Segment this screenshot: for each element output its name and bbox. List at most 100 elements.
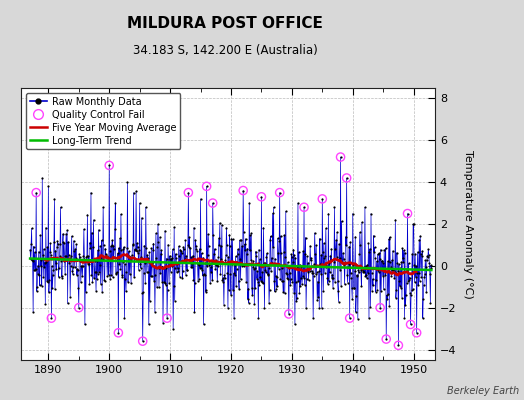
Point [140,260,149,266]
Point [248,292,256,298]
Point [251,285,259,291]
Point [227,292,235,298]
Point [202,183,211,190]
Point [306,242,314,249]
Point [30,266,38,273]
Point [79,262,87,269]
Point [207,269,215,275]
Point [394,342,402,348]
Point [196,264,204,271]
Point [252,252,260,259]
Point [137,215,146,221]
Point [141,279,149,286]
Point [261,267,270,273]
Point [121,261,129,267]
Point [248,264,257,271]
Point [332,254,341,260]
Point [187,254,195,260]
Point [188,261,196,267]
Point [50,196,59,202]
Point [104,255,113,262]
Point [41,259,49,266]
Point [195,246,204,252]
Point [244,285,253,292]
Point [80,226,88,232]
Point [145,321,153,328]
Point [390,275,399,281]
Point [194,262,203,268]
Point [356,229,364,236]
Point [310,272,318,279]
Point [38,282,46,289]
Point [420,274,429,280]
Point [322,263,331,270]
Point [421,257,430,264]
Point [231,262,239,268]
Point [124,279,132,285]
Point [359,267,367,274]
Point [176,246,184,253]
Point [174,243,183,249]
Point [231,272,239,278]
Point [83,253,91,260]
Point [72,272,81,278]
Point [120,244,128,250]
Point [275,238,283,244]
Point [131,246,139,252]
Point [75,250,83,257]
Point [268,210,277,217]
Point [149,240,158,247]
Point [368,288,376,294]
Point [83,212,92,218]
Point [204,242,213,249]
Point [114,330,123,336]
Point [211,266,220,272]
Point [120,315,128,321]
Point [192,246,201,253]
Point [182,272,190,278]
Point [381,245,390,252]
Point [205,262,213,268]
Point [223,241,231,248]
Point [205,261,214,267]
Point [304,277,313,284]
Point [285,311,293,317]
Point [28,258,37,264]
Point [325,278,333,284]
Point [255,246,263,253]
Point [69,271,77,277]
Point [362,263,370,269]
Point [90,275,98,281]
Point [184,190,192,196]
Point [260,304,269,311]
Point [412,330,421,336]
Point [168,263,176,270]
Point [384,291,392,298]
Point [305,268,314,274]
Point [234,278,243,284]
Point [203,252,212,258]
Point [241,247,249,254]
Point [292,279,300,286]
Point [337,283,345,289]
Point [71,263,79,270]
Point [259,280,267,286]
Point [252,248,260,255]
Point [74,284,82,291]
Point [335,241,343,247]
Point [68,233,76,239]
Point [26,246,34,253]
Point [188,264,196,270]
Point [278,264,287,271]
Point [254,279,262,286]
Point [48,263,56,269]
Point [364,240,373,246]
Point [129,241,137,248]
Point [49,267,58,273]
Point [43,244,51,250]
Point [143,252,151,258]
Point [386,259,395,266]
Point [223,270,232,276]
Point [36,232,45,239]
Point [280,290,289,297]
